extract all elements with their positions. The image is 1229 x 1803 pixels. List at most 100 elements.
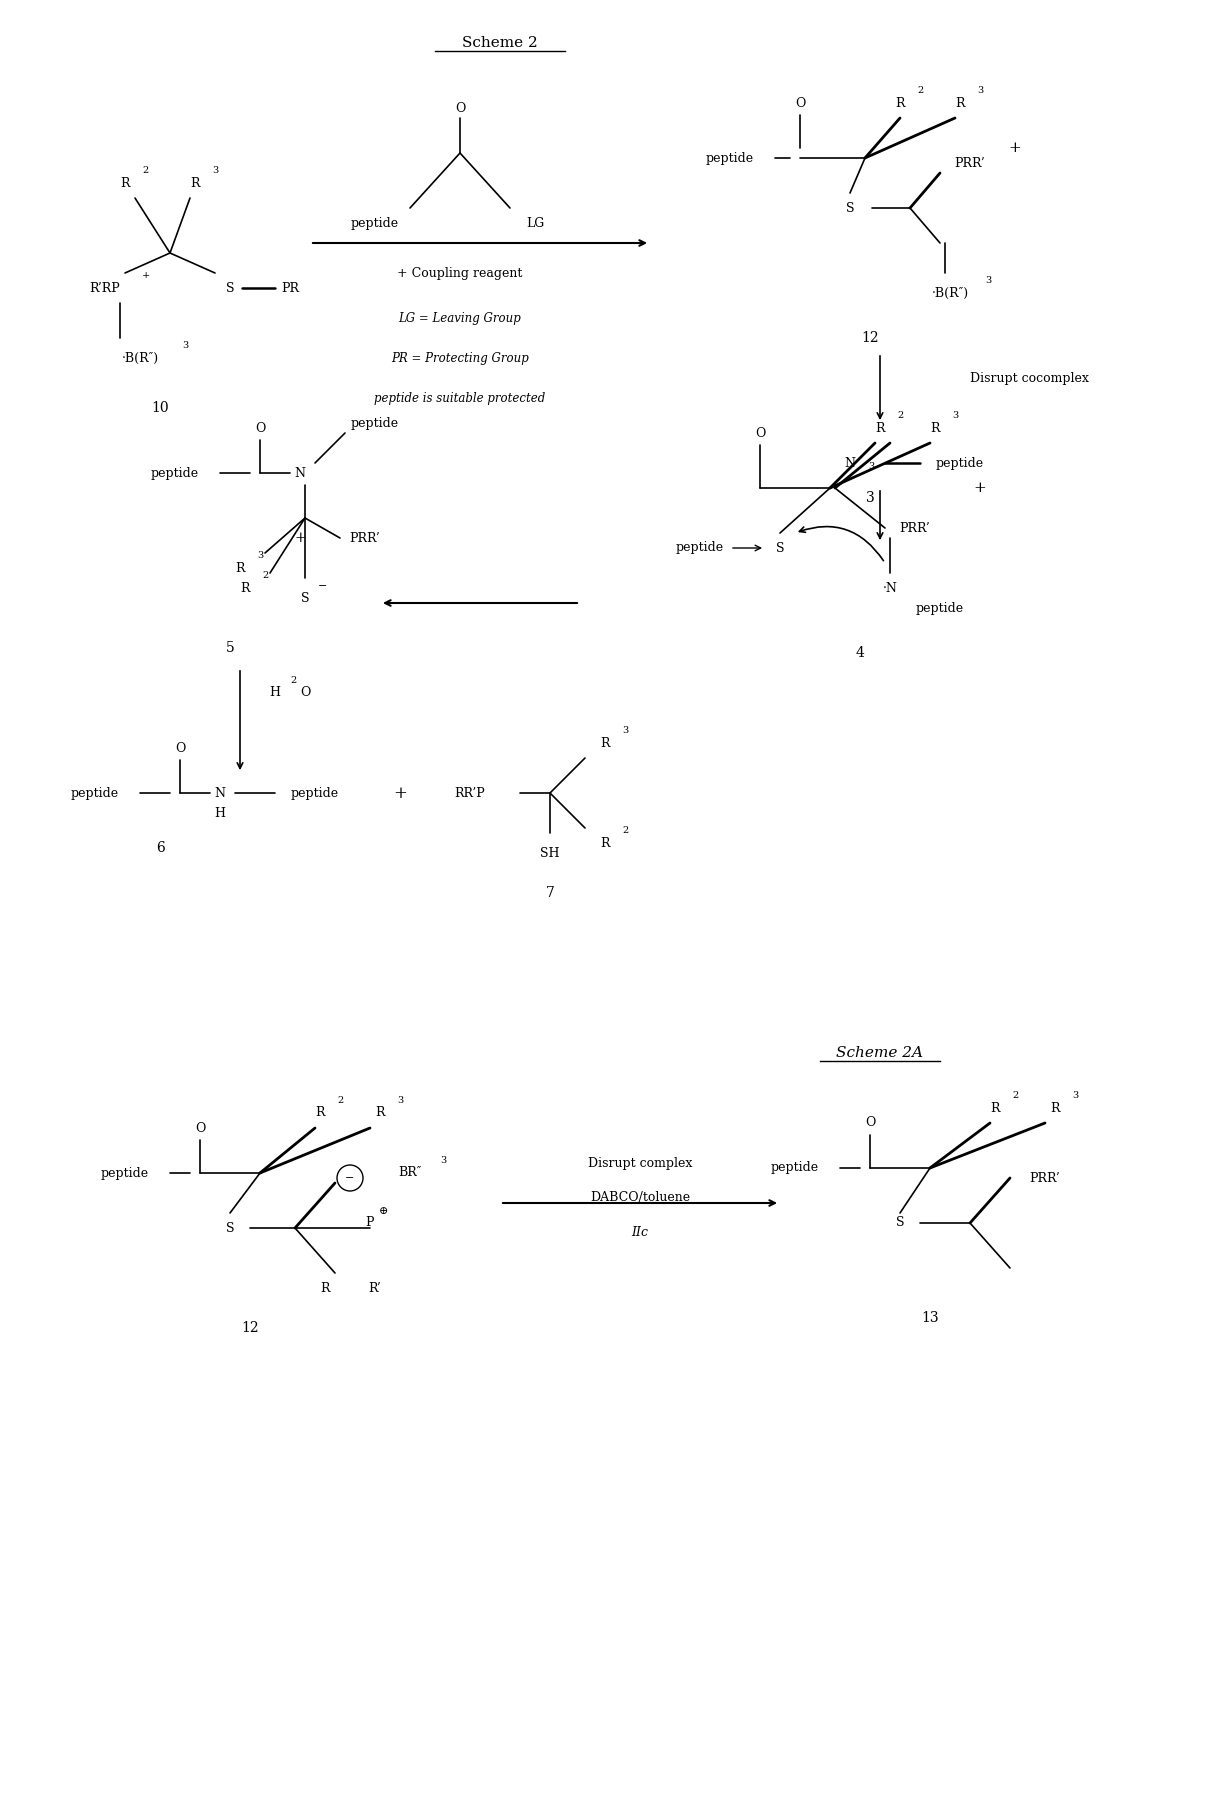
Text: peptide: peptide (351, 416, 399, 429)
Text: LG: LG (526, 216, 544, 229)
Text: PRR’: PRR’ (1030, 1172, 1061, 1185)
Text: +: + (143, 270, 150, 279)
Text: +: + (294, 532, 306, 545)
Text: PR: PR (281, 281, 299, 294)
Text: 2: 2 (337, 1096, 343, 1105)
Text: R’: R’ (369, 1282, 381, 1295)
Text: +: + (1009, 141, 1021, 155)
Text: 6: 6 (156, 840, 165, 855)
Text: + Coupling reagent: + Coupling reagent (397, 267, 522, 279)
Text: 7: 7 (546, 885, 554, 900)
Text: peptide: peptide (936, 456, 984, 469)
Text: ·B(R″): ·B(R″) (122, 352, 159, 364)
Text: R: R (235, 561, 245, 575)
Text: S: S (775, 541, 784, 555)
Text: Disrupt complex: Disrupt complex (587, 1156, 692, 1170)
Text: 3: 3 (952, 411, 959, 420)
Text: 3: 3 (977, 87, 983, 96)
Text: R: R (321, 1282, 329, 1295)
Text: S: S (896, 1217, 905, 1230)
Text: R: R (240, 582, 249, 595)
Text: peptide: peptide (151, 467, 199, 480)
Text: +: + (393, 784, 407, 802)
Text: P: P (366, 1217, 375, 1230)
Text: R: R (991, 1102, 999, 1114)
Text: R: R (1051, 1102, 1059, 1114)
Text: peptide: peptide (351, 216, 399, 229)
Text: R: R (600, 736, 610, 750)
Text: N: N (295, 467, 306, 480)
Text: R: R (955, 97, 965, 110)
Text: 3: 3 (182, 341, 188, 350)
Text: PR = Protecting Group: PR = Protecting Group (391, 352, 528, 364)
Text: peptide: peptide (71, 786, 119, 799)
Text: R’RP: R’RP (90, 281, 120, 294)
Text: O: O (795, 97, 805, 110)
Text: N: N (215, 786, 225, 799)
Text: O: O (254, 422, 265, 435)
Text: 3: 3 (622, 727, 628, 736)
Text: 3: 3 (1072, 1091, 1078, 1100)
Text: O: O (175, 741, 186, 754)
Text: O: O (300, 687, 310, 700)
Text: −: − (345, 1174, 355, 1183)
Text: O: O (455, 101, 466, 115)
Text: 3: 3 (984, 276, 992, 285)
Text: R: R (895, 97, 905, 110)
Text: 13: 13 (922, 1311, 939, 1325)
Text: 5: 5 (226, 642, 235, 654)
Text: −: − (318, 581, 327, 591)
Text: RR’P: RR’P (455, 786, 485, 799)
Text: R: R (316, 1107, 324, 1120)
Text: Disrupt cocomplex: Disrupt cocomplex (970, 371, 1089, 384)
Text: peptide: peptide (291, 786, 339, 799)
Text: PRR’: PRR’ (349, 532, 380, 545)
Text: IIc: IIc (632, 1226, 649, 1239)
Text: ·B(R″): ·B(R″) (932, 287, 968, 299)
Text: SH: SH (541, 846, 559, 860)
Text: R: R (600, 837, 610, 849)
Text: H: H (215, 806, 225, 820)
Text: R: R (120, 177, 130, 189)
Text: ⊕: ⊕ (379, 1206, 387, 1215)
Text: 12: 12 (862, 332, 879, 344)
Text: S: S (301, 591, 310, 604)
Text: 2: 2 (897, 411, 903, 420)
Text: O: O (755, 427, 766, 440)
Text: R: R (190, 177, 200, 189)
Text: 2: 2 (917, 87, 923, 96)
Text: S: S (226, 281, 235, 294)
Text: PRR’: PRR’ (900, 521, 930, 534)
Text: 2: 2 (290, 676, 296, 685)
Text: N: N (844, 456, 855, 469)
Text: 2: 2 (1011, 1091, 1019, 1100)
Text: ·N: ·N (882, 582, 897, 595)
Text: Scheme 2A: Scheme 2A (837, 1046, 923, 1060)
Text: 2: 2 (622, 826, 628, 835)
Text: peptide: peptide (676, 541, 724, 555)
Text: R: R (930, 422, 940, 435)
Text: 3: 3 (257, 552, 263, 561)
Text: peptide: peptide (101, 1167, 149, 1179)
Text: LG = Leaving Group: LG = Leaving Group (398, 312, 521, 325)
Text: DABCO/toluene: DABCO/toluene (590, 1192, 689, 1204)
Text: 3: 3 (868, 462, 874, 471)
Text: 3: 3 (397, 1096, 403, 1105)
Text: R: R (875, 422, 885, 435)
Text: H: H (269, 687, 280, 700)
Text: 3: 3 (440, 1156, 446, 1165)
Text: R: R (375, 1107, 385, 1120)
Text: 2: 2 (143, 166, 149, 175)
Text: peptide is suitable protected: peptide is suitable protected (375, 391, 546, 404)
Text: BR″: BR″ (398, 1167, 422, 1179)
Text: S: S (846, 202, 854, 215)
Text: O: O (865, 1116, 875, 1129)
Text: 3: 3 (211, 166, 219, 175)
Text: O: O (195, 1121, 205, 1134)
Text: PRR’: PRR’ (955, 157, 986, 169)
Text: peptide: peptide (771, 1161, 819, 1174)
Text: 12: 12 (241, 1322, 259, 1334)
Text: 3: 3 (865, 490, 874, 505)
Text: +: + (973, 481, 987, 496)
Text: Scheme 2: Scheme 2 (462, 36, 538, 50)
